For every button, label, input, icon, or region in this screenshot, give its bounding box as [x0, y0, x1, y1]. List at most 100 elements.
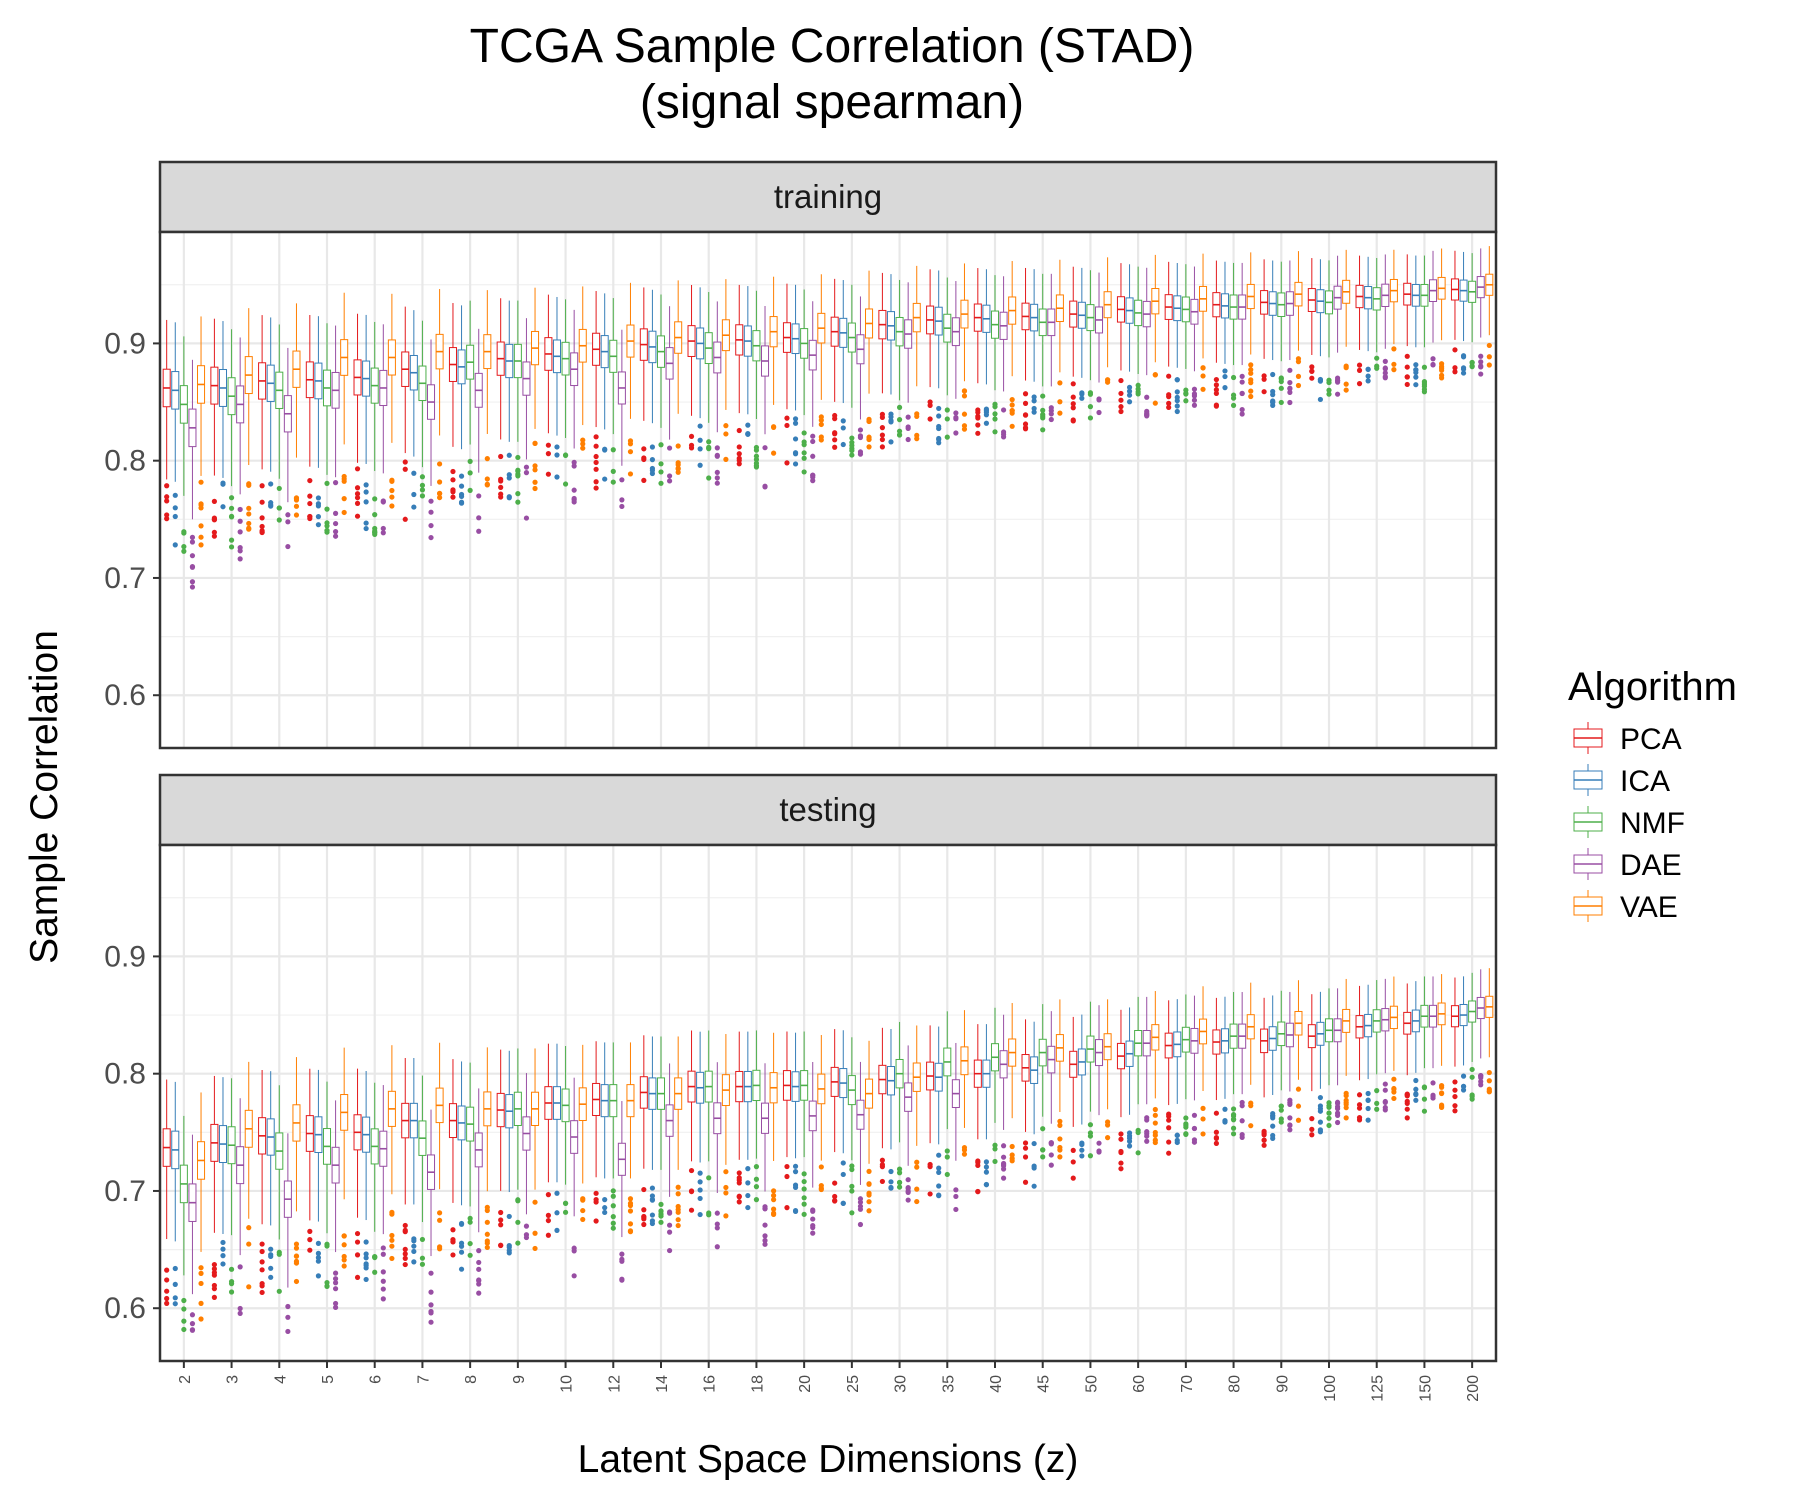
box-testing-pca-50	[1069, 1016, 1078, 1181]
outlier-point	[992, 429, 998, 435]
outlier-point	[1048, 1140, 1054, 1146]
box-training-pca-4	[258, 315, 267, 536]
outlier-point	[498, 484, 504, 490]
outlier-point	[1309, 364, 1315, 370]
outlier-point	[992, 404, 998, 410]
outlier-point	[627, 1208, 634, 1214]
outlier-point	[1469, 1066, 1475, 1073]
x-tick-label: 70	[1179, 1375, 1196, 1393]
outlier-point	[532, 1199, 538, 1205]
outlier-point	[181, 1318, 187, 1324]
box-training-nmf-45	[1038, 273, 1047, 433]
outlier-point	[246, 511, 252, 517]
outlier-point	[1022, 412, 1029, 418]
outlier-point	[593, 1196, 599, 1203]
box-testing-pca-9	[496, 1049, 505, 1249]
x-tick-label: 30	[893, 1375, 910, 1393]
box-testing-vae-12	[626, 1042, 635, 1235]
box-training-nmf-7	[418, 320, 427, 499]
box-training-vae-12	[626, 282, 635, 477]
outlier-point	[602, 1209, 608, 1216]
outlier-point	[363, 1239, 369, 1245]
outlier-point	[181, 1306, 187, 1312]
outlier-point	[801, 450, 807, 456]
outlier-point	[402, 1261, 408, 1268]
outlier-point	[380, 1286, 386, 1292]
outlier-point	[784, 422, 790, 429]
box-testing-nmf-100	[1324, 988, 1334, 1129]
outlier-point	[1126, 399, 1133, 405]
outlier-point	[593, 466, 599, 472]
outlier-point	[363, 1265, 369, 1271]
outlier-point	[1469, 1074, 1475, 1080]
box-testing-ica-10	[552, 1043, 562, 1233]
outlier-point	[1048, 1152, 1054, 1158]
box-testing-ica-9	[505, 1050, 514, 1256]
outlier-point	[259, 499, 265, 505]
outlier-point	[211, 1294, 217, 1300]
outlier-point	[211, 1261, 217, 1268]
outlier-point	[1365, 366, 1371, 373]
outlier-point	[714, 445, 720, 451]
outlier-point	[1374, 1088, 1380, 1094]
outlier-point	[896, 1170, 903, 1176]
x-tick-label: 16	[702, 1375, 719, 1393]
outlier-point	[666, 1247, 673, 1254]
outlier-point	[1404, 381, 1410, 388]
outlier-point	[1118, 1160, 1124, 1166]
outlier-point	[1070, 381, 1076, 387]
outlier-point	[1118, 390, 1124, 397]
outlier-point	[784, 1173, 790, 1180]
y-tick-label: 0.9	[104, 940, 146, 973]
box-testing-dae-50	[1094, 1005, 1104, 1155]
outlier-point	[888, 1185, 894, 1191]
outlier-point	[1222, 385, 1228, 391]
outlier-point	[354, 1252, 361, 1258]
outlier-point	[1200, 365, 1206, 371]
outlier-point	[389, 494, 395, 500]
outlier-point	[849, 1210, 855, 1216]
outlier-point	[467, 458, 473, 464]
outlier-point	[1486, 354, 1492, 360]
outlier-point	[1183, 1131, 1189, 1137]
box-testing-pca-35	[926, 1025, 935, 1197]
outlier-point	[363, 1261, 369, 1267]
outlier-point	[736, 451, 742, 457]
outlier-point	[545, 1192, 551, 1198]
box-testing-pca-40	[973, 1024, 982, 1195]
outlier-point	[1287, 1101, 1293, 1107]
outlier-point	[936, 413, 942, 419]
outlier-point	[437, 490, 443, 496]
boxplots-training	[162, 246, 1494, 590]
box-testing-pca-8	[448, 1059, 457, 1258]
outlier-point	[1022, 1145, 1029, 1151]
outlier-point	[762, 1222, 768, 1228]
outlier-point	[1413, 362, 1419, 368]
box-training-nmf-20	[800, 289, 809, 475]
outlier-point	[189, 564, 196, 570]
box-training-dae-45	[1047, 273, 1056, 423]
outlier-point	[1079, 395, 1085, 401]
outlier-point	[1478, 359, 1484, 365]
outlier-point	[866, 436, 872, 442]
outlier-point	[792, 1169, 799, 1175]
outlier-point	[879, 411, 885, 417]
outlier-point	[506, 452, 512, 458]
outlier-point	[554, 474, 560, 480]
outlier-point	[736, 1175, 742, 1181]
outlier-point	[602, 446, 608, 452]
outlier-point	[571, 1273, 577, 1279]
outlier-point	[1391, 1095, 1397, 1102]
outlier-point	[1478, 353, 1484, 359]
outlier-point	[523, 1223, 530, 1229]
outlier-point	[1295, 382, 1302, 389]
outlier-point	[562, 1200, 569, 1207]
outlier-point	[1309, 1116, 1315, 1122]
box-training-ica-100	[1316, 259, 1325, 403]
outlier-point	[896, 428, 903, 434]
box-training-dae-60	[1142, 267, 1151, 419]
outlier-point	[627, 1228, 634, 1234]
outlier-point	[992, 416, 998, 422]
outlier-point	[753, 1184, 760, 1190]
outlier-point	[619, 497, 625, 503]
